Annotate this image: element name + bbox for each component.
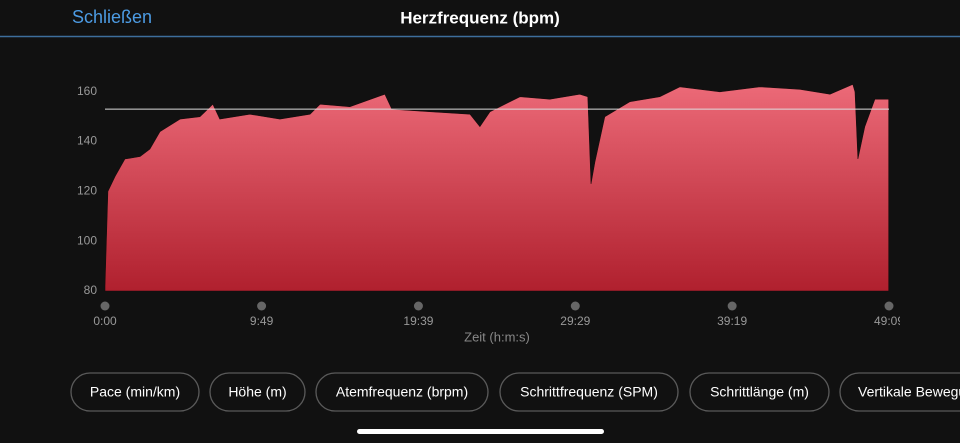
x-tick-dot: [727, 301, 737, 311]
x-tick-dot: [257, 301, 267, 311]
metric-button[interactable]: Schrittfrequenz (SPM): [499, 372, 679, 412]
button-label: Pace (min/km): [90, 384, 180, 400]
x-tick-dot: [100, 301, 110, 311]
x-tick-label: 0:00: [93, 314, 117, 328]
y-tick-label: 120: [77, 184, 97, 198]
x-tick-label: 9:49: [250, 314, 274, 328]
home-indicator: [357, 429, 604, 434]
metric-button[interactable]: Vertikale Bewegung: [839, 372, 960, 412]
button-outline: [689, 372, 830, 412]
metric-button[interactable]: Atemfrequenz (brpm): [315, 372, 489, 412]
y-tick-label: 140: [77, 134, 97, 148]
close-button[interactable]: Schließen: [72, 7, 152, 27]
x-tick-dot: [413, 301, 423, 311]
button-outline: [315, 372, 489, 412]
x-tick-dot: [570, 301, 580, 311]
heart-rate-area: [104, 83, 889, 292]
button-outline: [499, 372, 679, 412]
y-tick-label: 80: [84, 283, 98, 297]
button-outline: [209, 372, 306, 412]
button-outline: [839, 372, 960, 412]
x-axis-label: Zeit (h:m:s): [464, 329, 530, 344]
y-tick-label: 100: [77, 233, 97, 247]
button-label: Atemfrequenz (brpm): [336, 384, 468, 400]
x-tick-label: 29:29: [560, 314, 590, 328]
y-tick-label: 160: [77, 84, 97, 98]
button-label: Schrittlänge (m): [710, 384, 809, 400]
x-tick-dot: [884, 301, 894, 311]
metric-button[interactable]: Schrittlänge (m): [689, 372, 830, 412]
button-outline: [70, 372, 200, 412]
x-tick-label: 19:39: [403, 314, 433, 328]
button-label: Höhe (m): [228, 384, 286, 400]
x-tick-label: 49:09: [874, 314, 904, 328]
chart-title: Herzfrequenz (bpm): [400, 8, 560, 27]
button-label: Schrittfrequenz (SPM): [520, 384, 658, 400]
x-ticks: 0:00 9:49 19:39 29:29 39:19 49:09: [93, 301, 904, 328]
button-label: Vertikale Bewegung: [858, 384, 960, 400]
x-tick-label: 39:19: [717, 314, 747, 328]
metric-button[interactable]: Pace (min/km): [70, 372, 200, 412]
metric-button[interactable]: Höhe (m): [209, 372, 306, 412]
